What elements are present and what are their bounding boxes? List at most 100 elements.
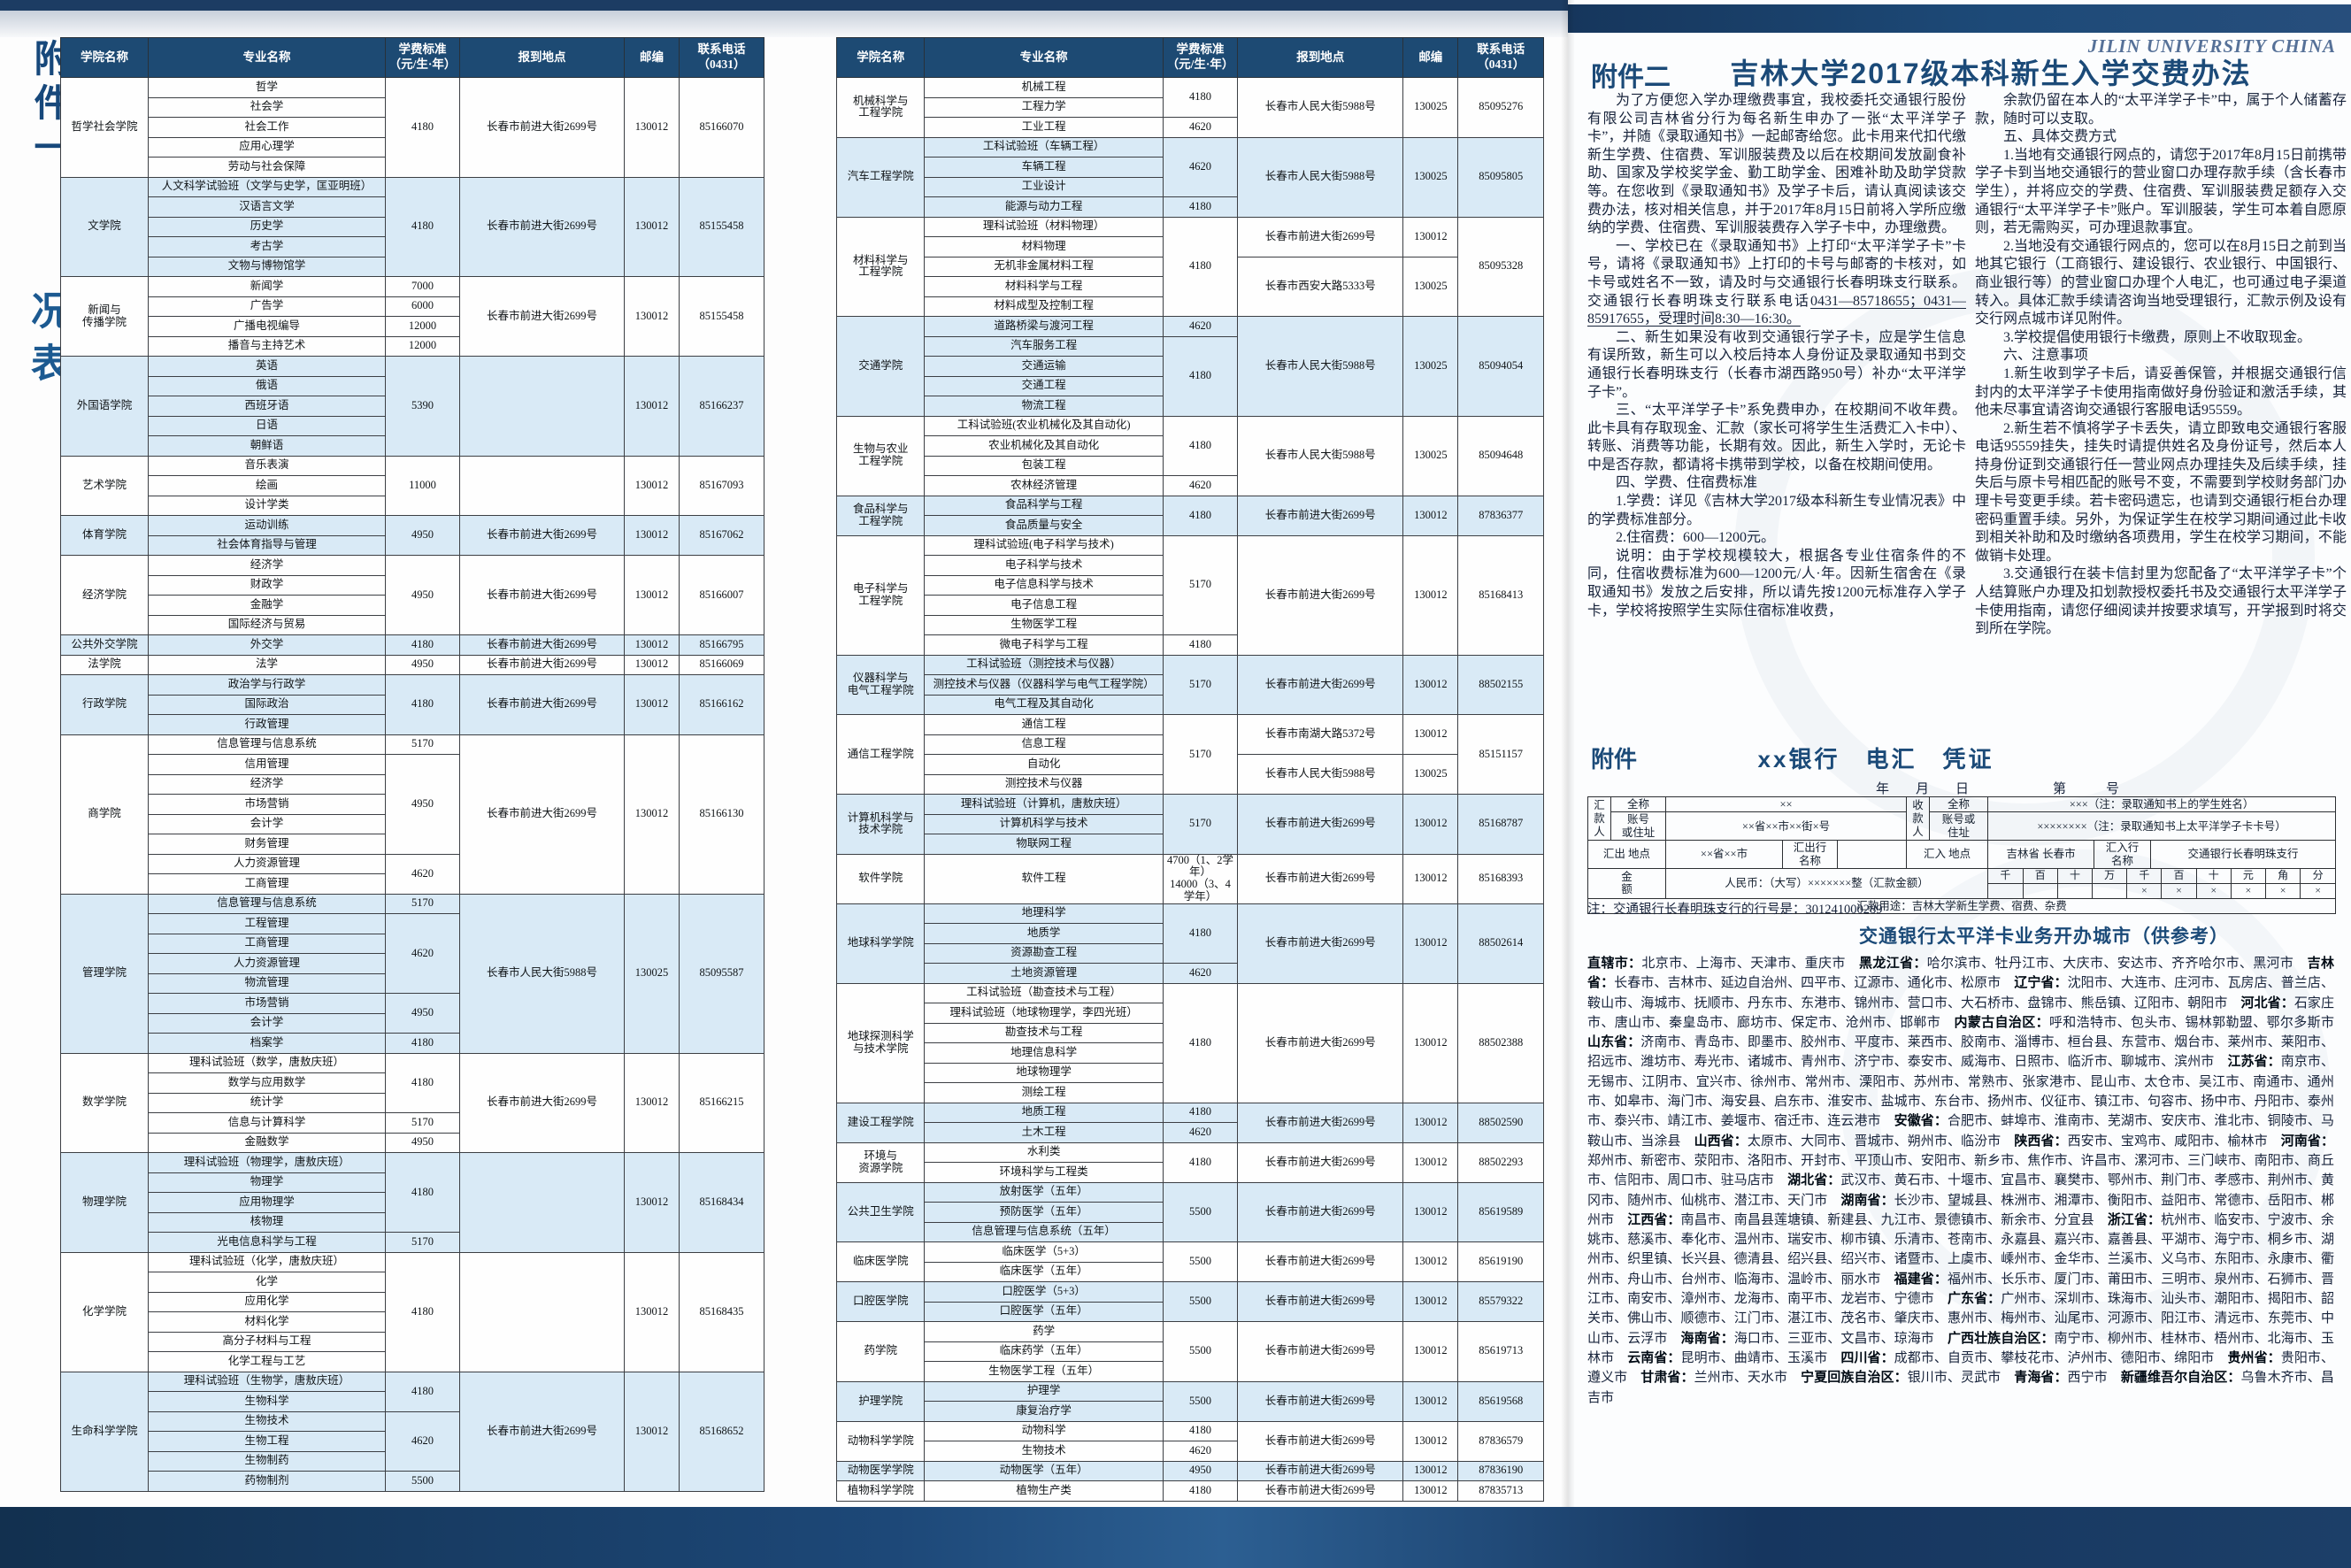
fee-cell: 4620 (1162, 136, 1239, 197)
fee-cell: 4180 (385, 634, 460, 656)
major-cell: 汽车服务工程 (924, 335, 1164, 357)
major-cell: 生物制药 (148, 1450, 386, 1472)
college-cell: 环境与 资源学院 (835, 1141, 926, 1183)
major-cell: 国际经济与贸易 (148, 614, 386, 635)
zip-cell: 130012 (1402, 1420, 1459, 1462)
digit-mark: × (2230, 882, 2267, 898)
major-cell: 理科试验班（生物学，唐敖庆班） (148, 1371, 386, 1392)
province-name: 贵州省： (2227, 1350, 2281, 1365)
table-row: 档案学 4180 (61, 1033, 764, 1054)
table-row: 生物与农业 工程学院 工科试验班(农业机械化及其自动化) 4180 长春市人民大街59… (835, 415, 1544, 496)
major-cell: 微电子科学与工程 (924, 634, 1164, 656)
phone-cell: 85167062 (679, 515, 764, 556)
form-attachment-label: 附件 (1591, 746, 1638, 772)
table-row: 经济学院 经济学 4950 长春市前进大街2699号 130012 85166007 (60, 555, 764, 635)
digit-header: 十 (2056, 868, 2094, 884)
phone-cell: 85166215 (679, 1052, 764, 1153)
major-cell: 信息工程 (924, 734, 1164, 755)
paragraph: 四、学费、住宿费标准 (1616, 475, 1758, 491)
province-name: 河北省： (2240, 995, 2294, 1011)
address-cell: 长春市前进大街2699号 (1237, 1420, 1404, 1462)
address-cell (459, 1251, 625, 1372)
address-cell: 长春市前进大街2699号 (1237, 982, 1404, 1103)
major-cell: 理科试验班（材料物理） (924, 216, 1164, 237)
fee-cell: 4950 (385, 993, 460, 1034)
major-cell: 化学 (148, 1272, 386, 1293)
college-cell: 公共卫生学院 (835, 1181, 926, 1242)
major-cell: 新闻学 (148, 276, 386, 297)
major-cell: 金融学 (148, 595, 386, 616)
college-cell: 生命科学学院 (60, 1371, 149, 1492)
major-cell: 统计学 (148, 1092, 386, 1113)
college-cell: 仪器科学与 电气工程学院 (835, 654, 926, 715)
table-row: 商学院 信息管理与信息系统 5170 长春市前进大街2699号 130012 851661… (60, 734, 764, 895)
major-cell: 光电信息科学与工程 (148, 1232, 386, 1253)
college-cell: 通信工程学院 (835, 714, 926, 795)
fee-cell: 5170 (385, 1112, 460, 1134)
right-page-background (1568, 0, 2351, 1568)
table-row: 市场营销 4950 (61, 993, 764, 1034)
field-value (1836, 840, 1908, 869)
major-cell: 考古学 (148, 236, 386, 257)
fee-cell: 4620 (1162, 475, 1239, 496)
major-cell: 计算机科学与技术 (924, 813, 1164, 834)
digit-mark: × (2265, 882, 2301, 898)
table-row: 社会工作 (61, 117, 764, 138)
province-name: 宁夏回族自治区： (1801, 1371, 1908, 1386)
column-header: 报到地点 (1237, 37, 1404, 78)
table-row: 通信工程学院 通信工程 5170 长春市南湖大路5372号 130012 85151157 (835, 714, 1544, 795)
address-cell: 长春市人民大街5988号 (1237, 77, 1404, 138)
zip-cell: 130025 (1402, 77, 1459, 138)
major-cell: 生物科学 (148, 1391, 386, 1412)
major-cell: 生物医学工程 (924, 614, 1164, 635)
table-row: 康复治疗学 (837, 1401, 1544, 1422)
province-name: 内蒙古自治区： (1954, 1015, 2049, 1030)
bottom-bar (0, 1507, 2351, 1568)
field-label: 全称 (1929, 796, 1989, 813)
address-cell: 长春市南湖大路5372号 (1237, 714, 1404, 755)
fee-cell: 4950 (385, 754, 460, 855)
major-cell: 工科试验班（勘查技术与工程） (924, 982, 1164, 1003)
table-row: 物理学院 理科试验班（物理学，唐敖庆班） 4180 130012 85168434 (60, 1152, 764, 1253)
major-cell: 地质工程 (924, 1102, 1164, 1123)
paragraph: 2.新生若不慎将学子卡丢失，请立即致电交通银行客服电话95559挂失，挂失时请提… (1975, 420, 2347, 564)
table-row: 仪器科学与 电气工程学院 工科试验班（测控技术与仪器） 5170 长春市前进大街269… (835, 654, 1544, 715)
fee-cell: 7000 (385, 276, 460, 297)
major-cell: 历史学 (148, 216, 386, 237)
major-cell: 社会工作 (148, 117, 386, 138)
zip-cell: 130012 (1402, 654, 1459, 715)
major-cell: 交通工程 (924, 375, 1164, 396)
major-cell: 法学 (148, 654, 386, 675)
table-row: 汉语言文学 (61, 196, 764, 218)
major-cell: 音乐表演 (148, 455, 386, 476)
major-cell: 物流工程 (924, 396, 1164, 417)
major-cell: 电子科学与技术 (924, 555, 1164, 576)
major-cell: 农业机械化及其自动化 (924, 435, 1164, 457)
table-row: 环境与 资源学院 水利类 4180 长春市前进大街2699号 130012 8850229… (835, 1141, 1544, 1183)
digit-header: 角 (2265, 868, 2301, 884)
table-row: 交通工程 (837, 375, 1544, 396)
fee-cell: 4180 (385, 1152, 460, 1233)
address-cell: 长春市人民大街5988号 (1237, 136, 1404, 218)
major-cell: 药物制剂 (148, 1471, 386, 1492)
college-cell: 动物科学学院 (835, 1420, 926, 1462)
fee-cell: 4180 (1162, 903, 1239, 964)
college-cell: 数学学院 (60, 1052, 149, 1153)
table-row: 能源与动力工程 4180 (837, 196, 1544, 218)
address-cell: 长春市前进大街2699号 (459, 515, 625, 556)
college-cell: 汽车工程学院 (835, 136, 926, 218)
major-cell: 汉语言文学 (148, 196, 386, 218)
cities-list: 直辖市：北京市、上海市、天津市、重庆市 黑龙江省：哈尔滨市、牡丹江市、大庆市、安… (1587, 957, 2347, 1405)
major-cell: 资源勘查工程 (924, 942, 1164, 964)
major-cell: 劳动与社会保障 (148, 157, 386, 178)
phone-cell: 88502293 (1457, 1141, 1544, 1183)
major-cell: 工程管理 (148, 913, 386, 934)
major-cell: 理科试验班（计算机，唐敖庆班） (924, 794, 1164, 815)
notice-title: 吉林大学2017级本科新生入学交费办法 (1730, 58, 2252, 89)
table-row: 电气工程及其自动化 (837, 694, 1544, 715)
table-row: 食品质量与安全 (837, 515, 1544, 536)
major-cell: 测控技术与仪器（仪器科学与电气工程学院） (924, 674, 1164, 696)
address-cell: 长春市前进大街2699号 (1237, 495, 1404, 536)
address-cell: 长春市前进大街2699号 (1237, 534, 1404, 656)
phone-cell: 88502388 (1457, 982, 1544, 1103)
